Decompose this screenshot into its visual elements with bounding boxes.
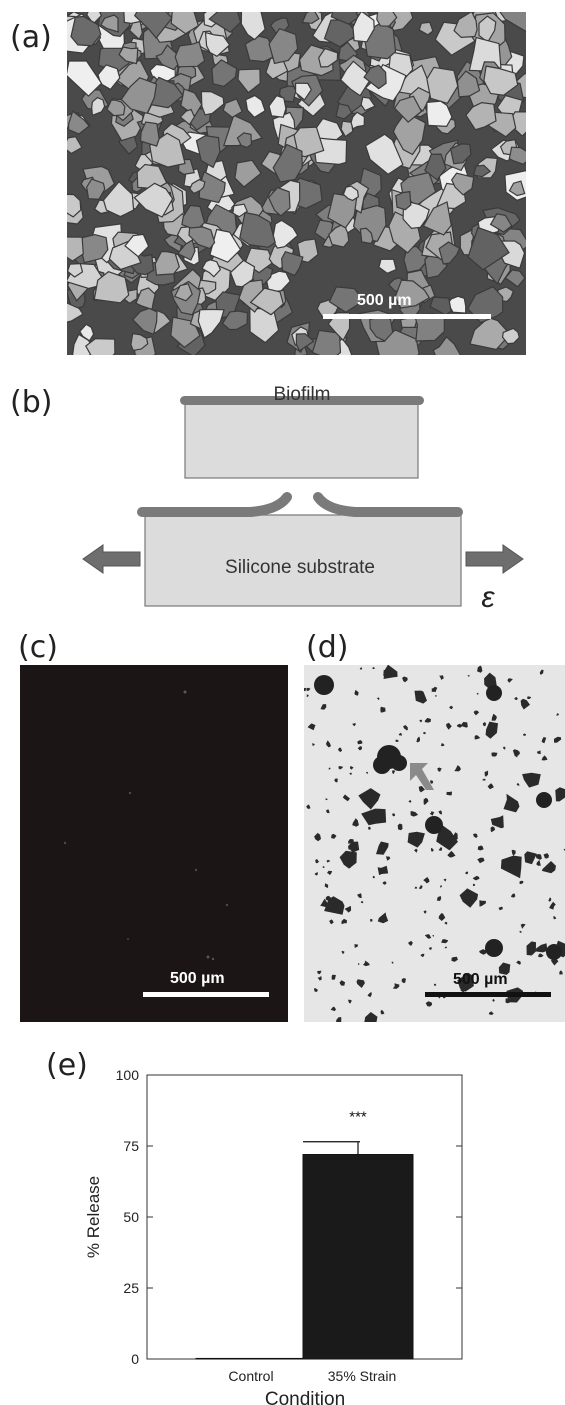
panel-label-e: (e) bbox=[46, 1048, 88, 1083]
biofilm-layer bbox=[180, 396, 424, 405]
y-tick-label: 50 bbox=[123, 1209, 139, 1225]
biofilm-block bbox=[184, 402, 419, 479]
micrograph-a: 500 µm bbox=[67, 12, 526, 355]
y-tick-label: 75 bbox=[123, 1138, 139, 1154]
sparse-specks-c bbox=[63, 690, 229, 961]
fragment-pointer-arrow bbox=[410, 763, 434, 790]
scale-bar-c bbox=[143, 992, 269, 997]
bar-0 bbox=[195, 1357, 307, 1360]
crystal-texture-a bbox=[67, 12, 526, 355]
y-tick-label: 100 bbox=[116, 1067, 140, 1083]
brightfield-image-d: 500 µm bbox=[304, 665, 565, 1022]
panel-label-b: (b) bbox=[10, 385, 53, 420]
strain-symbol: ε bbox=[481, 581, 495, 614]
substrate-label: Silicone substrate bbox=[225, 557, 375, 578]
panel-label-c: (c) bbox=[18, 630, 58, 665]
fluorescence-image-c: 500 µm bbox=[20, 665, 288, 1022]
x-tick-label-0: Control bbox=[228, 1368, 273, 1384]
y-axis-label: % Release bbox=[84, 1176, 103, 1258]
panel-label-a: (a) bbox=[10, 20, 52, 55]
biofilm-fragments-d bbox=[304, 665, 565, 1022]
torn-biofilm-right bbox=[313, 492, 463, 517]
arrow-overlay-d bbox=[410, 763, 434, 790]
strain-arrow-right bbox=[465, 544, 524, 574]
bar-1 bbox=[302, 1154, 414, 1360]
x-tick-label-1: 35% Strain bbox=[328, 1368, 396, 1384]
y-tick-label: 25 bbox=[123, 1280, 139, 1296]
scale-bar-label-c: 500 µm bbox=[170, 970, 225, 987]
torn-biofilm-left bbox=[137, 492, 292, 517]
y-tick-label: 0 bbox=[131, 1351, 139, 1367]
schematic-b: Biofilm Silicone substrate ε bbox=[82, 384, 524, 614]
scale-bar-label-d: 500 µm bbox=[453, 971, 508, 988]
silicone-substrate bbox=[144, 514, 462, 607]
significance-marker-1: *** bbox=[349, 1109, 367, 1126]
strain-arrow-left bbox=[82, 544, 141, 574]
scale-bar-a bbox=[323, 314, 491, 319]
scale-bar-label-a: 500 µm bbox=[357, 292, 412, 309]
panel-label-d: (d) bbox=[306, 630, 349, 665]
x-axis-label: Condition bbox=[265, 1389, 345, 1405]
biofilm-label: Biofilm bbox=[273, 384, 330, 405]
scale-bar-d bbox=[425, 992, 551, 997]
release-bar-chart: 0 25 50 75 100 Control *** 35% Strain Condition%… bbox=[84, 1067, 463, 1405]
